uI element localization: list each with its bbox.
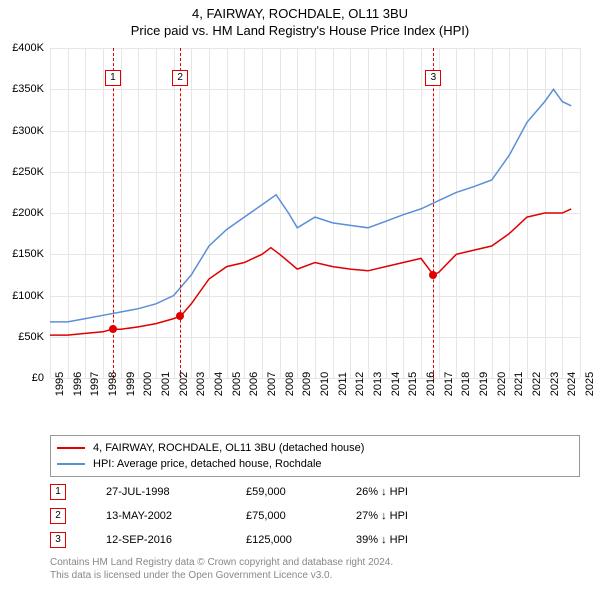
x-tick-label: 2000 [142,372,154,396]
sale-number: 2 [50,508,66,524]
sale-date: 27-JUL-1998 [106,486,246,498]
gridline-v [580,48,581,378]
y-tick-label: £250K [12,166,44,178]
sale-row: 2 13-MAY-2002£75,00027% ↓ HPI [50,504,580,528]
x-tick-label: 2016 [425,372,437,396]
x-tick-label: 2002 [178,372,190,396]
x-tick-label: 1998 [107,372,119,396]
sale-delta: 26% ↓ HPI [356,486,476,498]
marker-dot [429,271,437,279]
marker-dot [109,325,117,333]
x-tick-label: 2015 [407,372,419,396]
x-tick-label: 2023 [549,372,561,396]
sale-date: 12-SEP-2016 [106,534,246,546]
sale-row: 3 12-SEP-2016£125,00039% ↓ HPI [50,528,580,552]
y-tick-label: £300K [12,125,44,137]
series-lines [50,48,580,378]
plot-area: 123 £0£50K£100K£150K£200K£250K£300K£350K… [50,48,580,378]
x-tick-label: 2013 [372,372,384,396]
x-tick-label: 2009 [301,372,313,396]
chart-subtitle: Price paid vs. HM Land Registry's House … [0,21,600,38]
legend-item: HPI: Average price, detached house, Roch… [57,456,573,472]
x-tick-label: 2005 [231,372,243,396]
legend-item: 4, FAIRWAY, ROCHDALE, OL11 3BU (detached… [57,440,573,456]
sale-number: 3 [50,532,66,548]
sale-table: 1 27-JUL-1998£59,00026% ↓ HPI 2 13-MAY-2002… [50,480,580,552]
series-price_paid [50,209,571,335]
y-tick-label: £200K [12,207,44,219]
x-tick-label: 2017 [443,372,455,396]
x-tick-label: 2010 [319,372,331,396]
x-tick-label: 2022 [531,372,543,396]
x-tick-label: 1996 [72,372,84,396]
legend-label: HPI: Average price, detached house, Roch… [93,458,322,470]
x-tick-label: 2021 [513,372,525,396]
x-tick-label: 1995 [54,372,66,396]
x-tick-label: 2004 [213,372,225,396]
sale-delta: 39% ↓ HPI [356,534,476,546]
sale-number: 1 [50,484,66,500]
x-tick-label: 2014 [390,372,402,396]
sale-price: £75,000 [246,510,356,522]
sale-date: 13-MAY-2002 [106,510,246,522]
y-tick-label: £100K [12,290,44,302]
sale-delta: 27% ↓ HPI [356,510,476,522]
y-tick-label: £400K [12,42,44,54]
x-tick-label: 1997 [89,372,101,396]
x-tick-label: 2025 [584,372,596,396]
x-tick-label: 2003 [195,372,207,396]
sale-row: 1 27-JUL-1998£59,00026% ↓ HPI [50,480,580,504]
series-hpi [50,89,571,322]
marker-number: 3 [425,70,441,86]
legend-swatch [57,447,85,449]
marker-number: 1 [105,70,121,86]
marker-dash [433,48,434,378]
legend-swatch [57,463,85,465]
marker-number: 2 [172,70,188,86]
x-tick-label: 2007 [266,372,278,396]
x-tick-label: 2024 [566,372,578,396]
sale-price: £59,000 [246,486,356,498]
marker-dash [180,48,181,378]
x-tick-label: 2019 [478,372,490,396]
sale-price: £125,000 [246,534,356,546]
legend: 4, FAIRWAY, ROCHDALE, OL11 3BU (detached… [50,435,580,477]
chart-title: 4, FAIRWAY, ROCHDALE, OL11 3BU [0,0,600,21]
x-tick-label: 2011 [337,372,349,396]
x-tick-label: 2006 [248,372,260,396]
chart-container: 4, FAIRWAY, ROCHDALE, OL11 3BU Price pai… [0,0,600,590]
attribution-line: This data is licensed under the Open Gov… [50,569,580,582]
x-tick-label: 2001 [160,372,172,396]
x-tick-label: 2008 [284,372,296,396]
x-tick-label: 2020 [496,372,508,396]
x-tick-label: 1999 [125,372,137,396]
attribution: Contains HM Land Registry data © Crown c… [50,556,580,582]
x-tick-label: 2018 [460,372,472,396]
attribution-line: Contains HM Land Registry data © Crown c… [50,556,580,569]
legend-label: 4, FAIRWAY, ROCHDALE, OL11 3BU (detached… [93,442,364,454]
y-tick-label: £50K [18,331,44,343]
marker-dot [176,312,184,320]
y-tick-label: £150K [12,248,44,260]
y-tick-label: £0 [32,372,44,384]
y-tick-label: £350K [12,83,44,95]
x-tick-label: 2012 [354,372,366,396]
